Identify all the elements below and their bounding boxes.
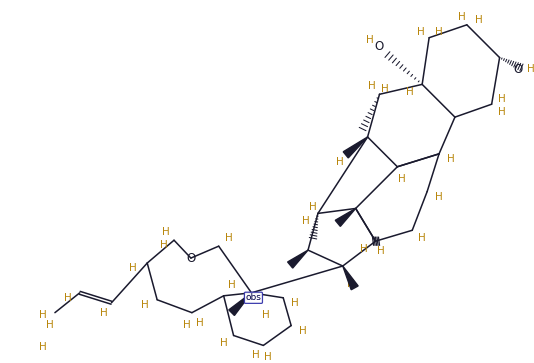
Text: H: H [252,350,260,360]
Text: H: H [498,107,506,117]
Polygon shape [288,250,308,268]
Text: H: H [366,35,373,45]
Text: H: H [458,12,466,22]
Text: H: H [418,233,426,243]
Text: H: H [220,338,227,348]
Text: H: H [100,308,107,318]
Text: O: O [186,252,195,265]
Text: O: O [514,63,523,76]
Text: H: H [264,352,272,362]
Text: H: H [39,342,47,352]
Text: H: H [162,227,170,237]
Text: H: H [376,246,384,256]
Text: H: H [263,310,270,320]
Text: H: H [46,319,54,330]
Polygon shape [229,293,252,315]
Text: H: H [381,84,388,94]
Text: H: H [302,216,310,227]
Text: H: H [129,263,137,273]
Text: H: H [183,319,191,330]
Polygon shape [343,266,358,290]
Text: H: H [347,279,355,289]
Text: H: H [291,298,299,308]
Text: H: H [360,244,367,254]
Text: H: H [417,27,425,37]
Text: H: H [498,94,506,104]
Text: O: O [375,40,384,53]
Text: H: H [435,192,443,201]
Text: H: H [227,280,235,290]
Text: H: H [64,293,72,303]
Text: H: H [398,174,406,184]
Polygon shape [335,208,356,227]
Text: H: H [225,233,232,243]
Text: H: H [39,310,47,320]
Text: H: H [142,300,149,310]
Text: obs: obs [246,293,261,302]
Text: H: H [406,87,414,97]
Text: H: H [435,27,443,37]
Text: H: H [368,81,375,91]
Text: H: H [336,157,344,167]
Text: H: H [475,15,483,25]
Text: H: H [447,154,455,164]
Text: H: H [160,240,168,250]
Text: H: H [309,203,317,212]
Polygon shape [343,137,367,158]
Text: H: H [528,65,534,74]
Text: H: H [299,326,307,335]
Text: H: H [196,318,203,327]
